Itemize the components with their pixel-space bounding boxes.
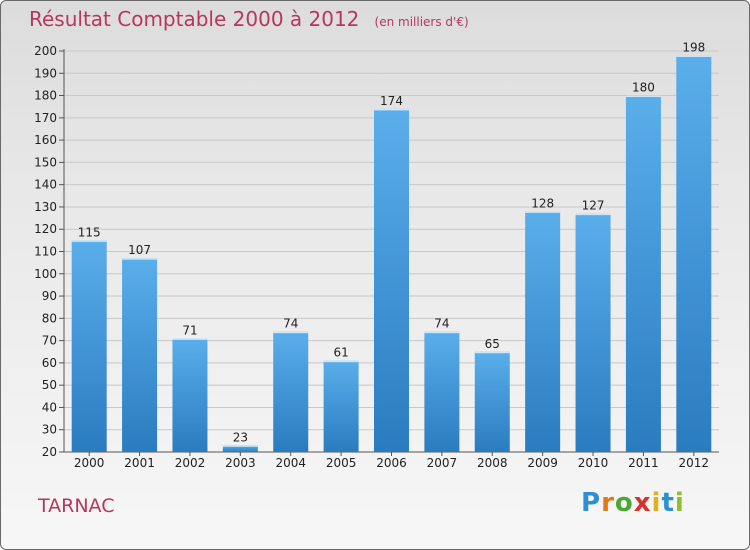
- logo-letter: x: [633, 488, 652, 518]
- logo-letter: t: [661, 488, 675, 518]
- data-label: 107: [128, 243, 151, 257]
- bar-highlight: [323, 360, 359, 363]
- chart-subtitle: (en milliers d'€): [374, 15, 469, 29]
- y-tick-label: 160: [34, 133, 57, 147]
- data-label: 115: [78, 225, 101, 239]
- bar: [525, 211, 561, 452]
- y-tick-label: 30: [42, 423, 57, 437]
- x-tick-label: 2012: [679, 456, 710, 470]
- data-label: 23: [233, 430, 248, 444]
- y-tick-label: 40: [42, 400, 57, 414]
- bar-highlight: [273, 331, 309, 334]
- x-tick-label: 2005: [326, 456, 357, 470]
- y-tick-label: 190: [34, 66, 57, 80]
- logo-letter: i: [651, 488, 662, 518]
- y-tick-label: 90: [42, 289, 57, 303]
- bar: [474, 351, 510, 452]
- y-tick-label: 110: [34, 245, 57, 259]
- data-label: 180: [632, 81, 655, 95]
- data-label: 198: [682, 40, 705, 54]
- y-tick-label: 170: [34, 111, 57, 125]
- bar: [424, 331, 460, 452]
- bar: [122, 258, 158, 452]
- y-tick-label: 120: [34, 222, 57, 236]
- y-tick-label: 50: [42, 378, 57, 392]
- data-label: 174: [380, 94, 403, 108]
- bar: [172, 338, 208, 452]
- x-tick-labels: 2000 2001 2002 2003 2004 2005 2006 2007 2008 2009…: [74, 456, 709, 470]
- bar-highlight: [424, 331, 460, 334]
- bar-highlight: [474, 351, 510, 354]
- y-tick-label: 70: [42, 334, 57, 348]
- logo-letter: o: [614, 488, 634, 518]
- data-label: 65: [485, 337, 500, 351]
- data-labels: 115 107 71 23 74 61 174 74 65 128 127 180 198: [78, 40, 706, 444]
- bar: [374, 108, 409, 452]
- bar: [575, 213, 611, 452]
- bar-highlight: [575, 213, 611, 216]
- bar-highlight: [676, 55, 712, 57]
- x-tick-label: 2008: [477, 456, 508, 470]
- bar: [273, 331, 309, 452]
- x-tick-label: 2010: [578, 456, 609, 470]
- bar-highlight: [222, 445, 258, 447]
- x-tick-label: 2009: [527, 456, 558, 470]
- chart-title: Résultat Comptable 2000 à 2012: [29, 7, 360, 31]
- x-tick-label: 2011: [628, 456, 659, 470]
- logo-letter: P: [581, 488, 602, 518]
- x-tick-label: 2007: [427, 456, 458, 470]
- y-tick-label: 100: [34, 267, 57, 281]
- x-tick-label: 2000: [74, 456, 105, 470]
- bar-highlight: [525, 211, 561, 213]
- bar-highlight: [172, 338, 208, 340]
- bar-highlight: [374, 108, 409, 111]
- x-tick-label: 2002: [175, 456, 206, 470]
- bar: [71, 240, 107, 452]
- data-label: 71: [182, 323, 197, 337]
- y-tick-label: 180: [34, 89, 57, 103]
- x-tick-label: 2004: [275, 456, 306, 470]
- proxiti-logo: Proxiti: [581, 488, 685, 518]
- data-label: 127: [582, 199, 605, 213]
- x-tick-label: 2001: [124, 456, 155, 470]
- bar: [676, 55, 712, 452]
- logo-letter: r: [601, 488, 615, 518]
- data-label: 61: [333, 346, 348, 360]
- y-tick-label: 80: [42, 311, 57, 325]
- y-tick-label: 200: [34, 44, 57, 58]
- y-tick-label: 60: [42, 356, 57, 370]
- y-tick-labels: 20 30 40 50 60 70 80 90 100 110 120 130 140 150 160 170…: [34, 44, 57, 459]
- commune-name: TARNAC: [38, 495, 115, 517]
- y-tick-label: 20: [42, 445, 57, 459]
- bar-highlight: [625, 95, 661, 98]
- bar: [323, 360, 359, 452]
- bar: [625, 95, 661, 453]
- y-tick-label: 130: [34, 200, 57, 214]
- y-tick-label: 150: [34, 155, 57, 169]
- data-label: 74: [434, 317, 449, 331]
- data-label: 128: [531, 196, 554, 210]
- data-label: 74: [283, 317, 298, 331]
- chart-title-block: Résultat Comptable 2000 à 2012 (en milli…: [29, 7, 469, 31]
- x-tick-label: 2006: [376, 456, 407, 470]
- bar: [222, 445, 258, 452]
- bar-highlight: [122, 258, 158, 260]
- bars: [71, 55, 712, 453]
- x-tick-label: 2003: [225, 456, 256, 470]
- bar-highlight: [71, 240, 107, 242]
- y-tick-label: 140: [34, 178, 57, 192]
- logo-letter: i: [674, 488, 685, 518]
